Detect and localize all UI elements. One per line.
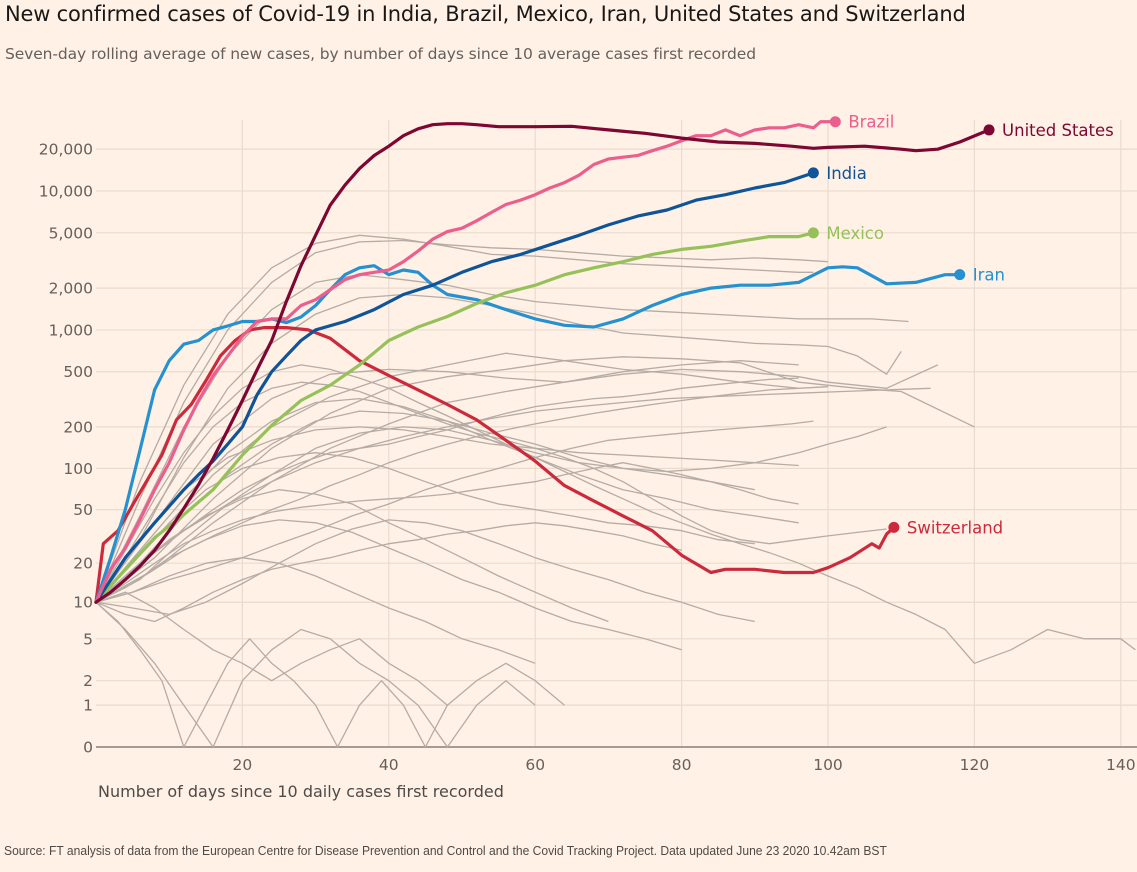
y-tick-label: 2 — [83, 672, 93, 690]
x-axis-ticks: 20 40 60 80 100 120 140 — [233, 756, 1136, 774]
iran-end-marker — [954, 269, 966, 281]
y-tick-label: 2,000 — [49, 280, 93, 298]
chart-title: New confirmed cases of Covid-19 in India… — [5, 2, 966, 26]
y-tick-label: 200 — [63, 418, 93, 436]
other-country-line — [95, 601, 448, 748]
other-country-line — [95, 364, 1136, 664]
x-tick-label: 60 — [525, 756, 545, 774]
switzerland-label: Switzerland — [907, 518, 1003, 537]
other-country-line — [95, 360, 799, 603]
other-countries-lines — [95, 234, 1136, 748]
y-tick-label: 10 — [73, 594, 93, 612]
india-end-marker — [807, 167, 819, 179]
united-states-line — [94, 122, 991, 604]
mexico-label: Mexico — [826, 224, 884, 243]
other-country-line — [95, 377, 799, 603]
other-country-line — [95, 601, 536, 748]
x-tick-label: 40 — [379, 756, 399, 774]
other-country-line — [95, 239, 829, 603]
united-states-end-marker — [983, 124, 995, 136]
x-tick-label: 20 — [233, 756, 253, 774]
other-country-line — [95, 452, 755, 603]
y-tick-label: 1,000 — [49, 321, 93, 339]
mexico-line — [94, 231, 815, 604]
other-country-line — [95, 293, 902, 603]
other-country-line — [95, 591, 565, 706]
iran-label: Iran — [973, 266, 1005, 285]
x-tick-label: 140 — [1106, 756, 1136, 774]
y-tick-label: 50 — [73, 501, 93, 519]
series-end-labels: Switzerland Iran Mexico India Brazil United S… — [807, 113, 1114, 537]
india-line — [94, 171, 815, 604]
other-country-line — [95, 234, 814, 603]
y-tick-label: 5,000 — [49, 224, 93, 242]
india-label: India — [826, 164, 867, 183]
brazil-end-marker — [829, 116, 841, 128]
other-country-line — [95, 522, 682, 623]
highlighted-series — [94, 120, 991, 604]
y-tick-label: 20,000 — [39, 141, 93, 159]
gridlines — [96, 120, 1137, 747]
other-country-line — [95, 387, 931, 603]
x-tick-label: 80 — [672, 756, 692, 774]
source-note: Source: FT analysis of data from the Eur… — [4, 843, 887, 858]
other-country-line — [95, 364, 939, 603]
y-tick-label: 5 — [83, 630, 93, 648]
x-axis-label: Number of days since 10 daily cases firs… — [98, 782, 504, 801]
other-country-line — [95, 352, 799, 603]
chart-subtitle: Seven-day rolling average of new cases, … — [5, 45, 756, 63]
y-tick-label: 100 — [63, 460, 93, 478]
y-axis-ticks: 0 1 2 5 10 20 50 100 200 500 1,000 2,000 5,000 10,000… — [39, 141, 93, 757]
y-tick-label: 0 — [83, 739, 93, 757]
y-tick-label: 500 — [63, 363, 93, 381]
other-country-line — [95, 426, 799, 603]
y-tick-label: 20 — [73, 555, 93, 573]
other-country-line — [95, 519, 755, 623]
brazil-label: Brazil — [848, 113, 894, 132]
mexico-end-marker — [807, 227, 819, 239]
switzerland-line — [94, 326, 896, 604]
other-country-line — [95, 420, 814, 603]
switzerland-end-marker — [888, 521, 900, 533]
y-tick-label: 1 — [83, 697, 93, 715]
iran-line — [94, 264, 962, 604]
x-tick-label: 120 — [960, 756, 990, 774]
y-tick-label: 10,000 — [39, 182, 93, 200]
united-states-label: United States — [1002, 121, 1114, 140]
other-country-line — [95, 462, 799, 603]
other-country-line — [95, 557, 536, 664]
brazil-line — [94, 120, 837, 604]
other-country-line — [95, 356, 975, 603]
x-tick-label: 100 — [813, 756, 843, 774]
